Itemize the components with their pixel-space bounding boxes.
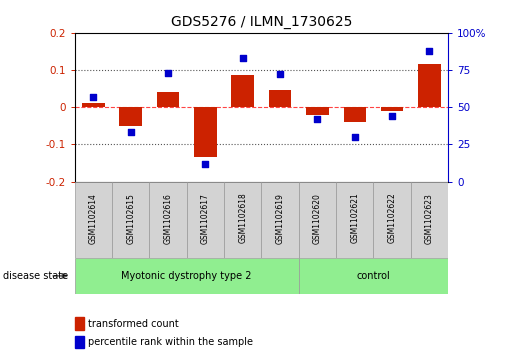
Bar bbox=[75, 258, 299, 294]
Text: Myotonic dystrophy type 2: Myotonic dystrophy type 2 bbox=[122, 271, 252, 281]
Bar bbox=[299, 182, 336, 258]
Text: percentile rank within the sample: percentile rank within the sample bbox=[89, 337, 253, 347]
Text: GSM1102621: GSM1102621 bbox=[350, 193, 359, 244]
Text: GSM1102622: GSM1102622 bbox=[388, 193, 397, 244]
Point bbox=[351, 134, 359, 140]
Text: GSM1102618: GSM1102618 bbox=[238, 193, 247, 244]
Bar bbox=[299, 258, 448, 294]
Point bbox=[388, 113, 396, 119]
Text: GSM1102616: GSM1102616 bbox=[164, 193, 173, 244]
Bar bbox=[75, 182, 112, 258]
Point bbox=[276, 72, 284, 77]
Bar bbox=[373, 182, 410, 258]
Text: transformed count: transformed count bbox=[89, 318, 179, 329]
Text: disease state: disease state bbox=[3, 271, 67, 281]
Text: GSM1102614: GSM1102614 bbox=[89, 193, 98, 244]
Text: control: control bbox=[356, 271, 390, 281]
Bar bbox=[269, 90, 291, 107]
Point bbox=[313, 116, 321, 122]
Bar bbox=[418, 64, 440, 107]
Point bbox=[425, 48, 434, 53]
Bar bbox=[224, 182, 261, 258]
Bar bbox=[119, 107, 142, 126]
Text: GSM1102619: GSM1102619 bbox=[276, 193, 284, 244]
Bar bbox=[112, 182, 149, 258]
Bar bbox=[344, 107, 366, 122]
Text: GSM1102623: GSM1102623 bbox=[425, 193, 434, 244]
Title: GDS5276 / ILMN_1730625: GDS5276 / ILMN_1730625 bbox=[170, 15, 352, 29]
Point bbox=[89, 94, 97, 99]
Bar bbox=[381, 107, 403, 111]
Bar bbox=[306, 107, 329, 115]
Bar bbox=[261, 182, 299, 258]
Bar bbox=[75, 317, 83, 330]
Text: GSM1102620: GSM1102620 bbox=[313, 193, 322, 244]
Point bbox=[201, 161, 210, 167]
Bar bbox=[157, 92, 179, 107]
Bar bbox=[232, 76, 254, 107]
Point bbox=[164, 70, 172, 76]
Bar bbox=[336, 182, 373, 258]
Text: GSM1102617: GSM1102617 bbox=[201, 193, 210, 244]
Bar bbox=[149, 182, 186, 258]
Bar bbox=[194, 107, 216, 157]
Point bbox=[127, 130, 135, 135]
Bar bbox=[410, 182, 448, 258]
Text: GSM1102615: GSM1102615 bbox=[126, 193, 135, 244]
Bar bbox=[75, 336, 83, 348]
Bar bbox=[82, 103, 105, 107]
Point bbox=[238, 55, 247, 61]
Bar bbox=[186, 182, 224, 258]
